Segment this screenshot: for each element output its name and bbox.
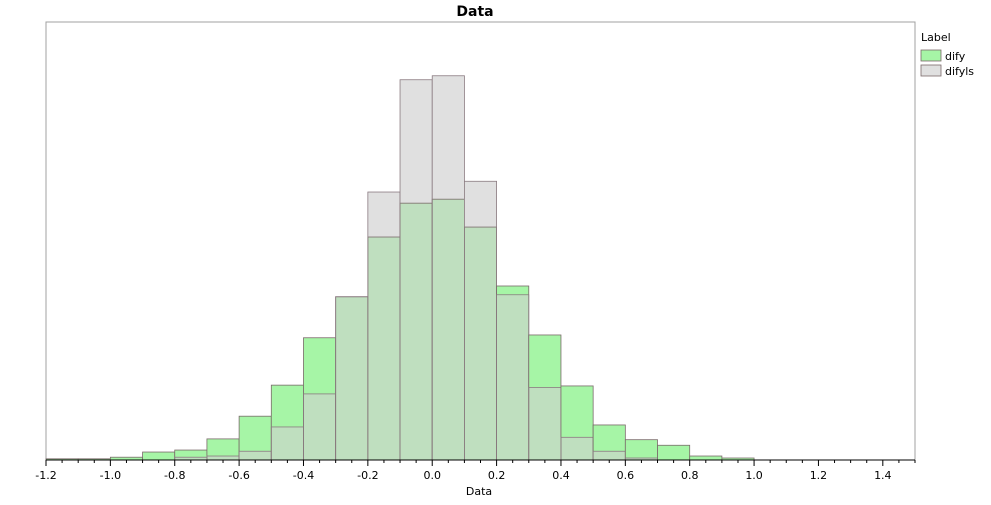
bars-layer: [45, 75, 755, 461]
x-tick-label: 0.8: [681, 469, 699, 482]
x-tick-label: -0.8: [164, 469, 185, 482]
histogram-bar-dify: [303, 337, 336, 394]
histogram-bar-dify: [239, 416, 272, 452]
legend-swatch-difyls: [920, 64, 942, 77]
histogram-bar-overlap: [528, 387, 561, 460]
legend-swatch-dify: [920, 49, 942, 62]
x-tick-label: -1.2: [35, 469, 56, 482]
histogram-bar-dify: [206, 438, 240, 457]
histogram-bar-difyls: [432, 75, 465, 200]
x-axis: -1.2 -1.0 -0.8 -0.6 -0.4 -0.2 0.0 0.2 0.4 0.6 0.8 1…: [35, 459, 916, 482]
x-tick-label: 1.4: [874, 469, 892, 482]
legend-items: dify difyls: [920, 49, 974, 78]
x-tick-label: 1.2: [810, 469, 828, 482]
histogram-bar-dify: [593, 424, 626, 452]
histogram-bar-difyls: [367, 192, 401, 238]
x-tick-label: -1.0: [100, 469, 121, 482]
histogram-bar-overlap: [560, 437, 594, 460]
x-tick-label: 0.4: [552, 469, 570, 482]
histogram-bar-difyls: [400, 79, 433, 204]
histogram-bar-overlap: [303, 393, 336, 460]
histogram-bar-overlap: [174, 457, 207, 460]
x-tick-label: -0.2: [357, 469, 378, 482]
histogram-bar-dify: [689, 456, 722, 460]
histogram-bar-overlap: [464, 227, 497, 460]
histogram-bar-overlap: [496, 294, 529, 460]
histogram-bar-overlap: [239, 451, 272, 460]
x-tick-label: -0.6: [228, 469, 249, 482]
chart-title: Data: [456, 4, 493, 20]
histogram-bar-overlap: [271, 426, 304, 460]
histogram-bar-dify: [528, 334, 561, 388]
x-tick-label: 1.0: [745, 469, 763, 482]
x-tick-label: -0.4: [293, 469, 314, 482]
legend-title: Label: [921, 31, 951, 44]
histogram-bar-dify: [46, 458, 79, 460]
histogram-bar-overlap: [593, 451, 626, 460]
histogram-bar-dify: [174, 450, 207, 458]
legend-label-dify: dify: [945, 50, 966, 63]
histogram-bar-overlap: [367, 237, 401, 460]
histogram-bar-dify: [625, 439, 658, 459]
x-tick-label: 0.2: [488, 469, 506, 482]
histogram-bar-overlap: [432, 199, 465, 460]
histogram-bar-dify: [721, 458, 755, 460]
legend: Label dify difyls: [920, 31, 974, 78]
histogram-bar-overlap: [625, 458, 658, 460]
legend-label-difyls: difyls: [945, 65, 974, 78]
histogram-bar-dify: [110, 457, 143, 460]
histogram-bar-dify: [560, 385, 594, 438]
histogram-bar-overlap: [400, 203, 433, 460]
histogram-bar-overlap: [206, 456, 240, 460]
histogram-bar-dify: [78, 458, 111, 460]
histogram-bar-overlap: [335, 296, 368, 460]
histogram-bar-dify: [657, 445, 690, 460]
histogram-bar-dify: [496, 285, 529, 295]
histogram-bar-difyls: [464, 181, 497, 228]
x-tick-label: 0.0: [423, 469, 441, 482]
histogram-bar-dify: [271, 385, 304, 427]
histogram-bar-dify: [142, 452, 175, 460]
x-tick-label: 0.6: [617, 469, 635, 482]
x-axis-label: Data: [466, 485, 492, 498]
